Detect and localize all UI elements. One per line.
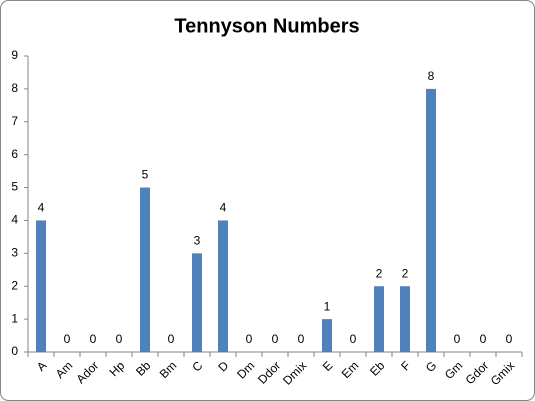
data-label: 4 [220,201,227,215]
data-label: 2 [402,266,409,280]
y-tick-label: 8 [11,81,18,95]
bar [374,286,384,352]
data-label: 0 [64,332,71,346]
y-tick-label: 2 [11,278,18,292]
bar [426,88,436,352]
y-tick-label: 4 [11,213,18,227]
y-tick-label: 6 [11,147,18,161]
bar [218,220,228,352]
data-label: 0 [350,332,357,346]
data-label: 0 [116,332,123,346]
data-label: 4 [38,201,45,215]
data-label: 1 [324,299,331,313]
data-label: 5 [142,168,149,182]
data-label: 0 [506,332,513,346]
chart-title: Tennyson Numbers [174,15,359,37]
data-label: 0 [168,332,175,346]
y-tick-label: 5 [11,180,18,194]
bar [36,220,46,352]
y-tick-label: 0 [11,344,18,358]
data-label: 2 [376,266,383,280]
bar [140,187,150,352]
data-label: 0 [454,332,461,346]
data-label: 0 [480,332,487,346]
data-label: 8 [428,69,435,83]
y-tick-label: 7 [11,114,18,128]
data-label: 3 [194,234,201,248]
bar [322,319,332,352]
y-tick-label: 9 [11,48,18,62]
data-label: 0 [272,332,279,346]
data-label: 0 [246,332,253,346]
y-tick-label: 3 [11,246,18,260]
bar [192,253,202,352]
data-label: 0 [90,332,97,346]
data-label: 0 [298,332,305,346]
bar [400,286,410,352]
y-tick-label: 1 [11,311,18,325]
